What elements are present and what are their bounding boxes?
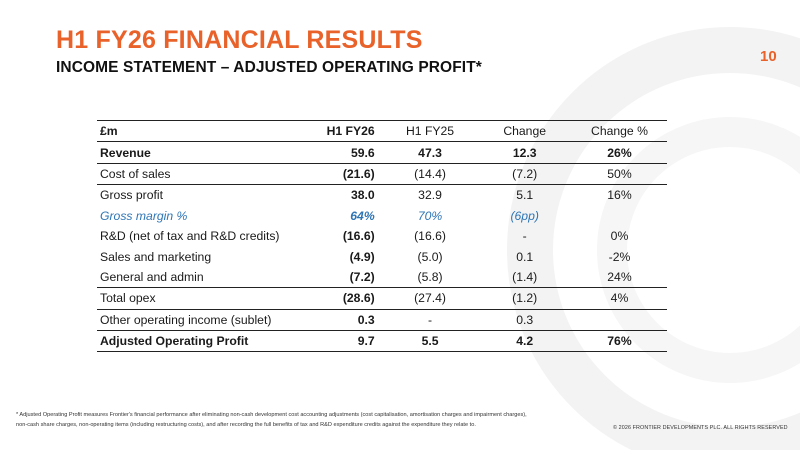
cell-change-pct: 26% bbox=[571, 141, 667, 164]
cell-h1-fy25: (14.4) bbox=[382, 163, 478, 186]
cell-h1-fy26: (28.6) bbox=[312, 287, 383, 310]
cell-change: - bbox=[522, 229, 527, 244]
row-label: Total opex bbox=[97, 287, 313, 310]
cell-change-pct: 24% bbox=[571, 266, 667, 289]
table-row-adjusted-operating-profit: Adjusted Operating Profit 9.7 5.5 4.2 76… bbox=[97, 330, 667, 353]
col-header-h1-fy25: H1 FY25 bbox=[382, 119, 478, 143]
cell-change: 5.1 bbox=[516, 188, 534, 203]
row-label: Cost of sales bbox=[97, 163, 313, 186]
cell-change: (6pp) bbox=[510, 208, 539, 223]
col-header-h1-fy26: H1 FY26 bbox=[312, 119, 383, 143]
table-row-gross-profit: Gross profit 38.0 32.9 5.1 16% bbox=[97, 185, 667, 206]
cell-h1-fy25: 47.3 bbox=[382, 141, 478, 164]
cell-h1-fy26: (16.6) bbox=[342, 229, 375, 244]
cell-h1-fy26: 38.0 bbox=[350, 188, 375, 203]
row-label: Revenue bbox=[97, 141, 313, 164]
cell-h1-fy26: (7.2) bbox=[312, 266, 383, 289]
row-label: Gross margin % bbox=[100, 208, 188, 223]
slide-title: H1 FY26 FINANCIAL RESULTS bbox=[56, 26, 423, 54]
table-row-revenue: Revenue 59.6 47.3 12.3 26% bbox=[97, 141, 667, 164]
cell-change: (1.2) bbox=[477, 287, 572, 310]
cell-change: 0.1 bbox=[516, 249, 534, 264]
cell-change-pct: 76% bbox=[571, 330, 667, 353]
col-header-change: Change bbox=[477, 119, 572, 143]
cell-change-pct: 50% bbox=[571, 163, 667, 186]
table-row-gross-margin: Gross margin % 64% 70% (6pp) bbox=[97, 206, 667, 226]
table-header-row: £m H1 FY26 H1 FY25 Change Change % bbox=[97, 119, 667, 143]
cell-change: (1.4) bbox=[477, 266, 572, 289]
cell-change-pct: 0% bbox=[610, 229, 629, 244]
cell-change: 0.3 bbox=[477, 309, 572, 331]
cell-h1-fy25: 5.5 bbox=[382, 330, 478, 353]
cell-h1-fy25: 70% bbox=[417, 208, 443, 223]
cell-h1-fy25: - bbox=[382, 309, 478, 331]
cell-h1-fy26: 59.6 bbox=[312, 141, 383, 164]
row-label: Other operating income (sublet) bbox=[97, 309, 313, 331]
cell-h1-fy26: 0.3 bbox=[312, 309, 383, 331]
row-label: General and admin bbox=[97, 266, 313, 289]
cell-change-pct: -2% bbox=[608, 249, 631, 264]
row-label: R&D (net of tax and R&D credits) bbox=[100, 229, 280, 244]
slide-subtitle: INCOME STATEMENT – ADJUSTED OPERATING PR… bbox=[56, 59, 482, 76]
row-label: Gross profit bbox=[100, 188, 163, 203]
cell-h1-fy25: (5.0) bbox=[417, 249, 443, 264]
cell-change: 4.2 bbox=[477, 330, 572, 353]
cell-h1-fy26: (21.6) bbox=[312, 163, 383, 186]
col-header-change-pct: Change % bbox=[571, 119, 667, 143]
cell-change-pct bbox=[572, 206, 667, 226]
cell-h1-fy26: (4.9) bbox=[349, 249, 375, 264]
page-number: 10 bbox=[760, 48, 777, 65]
table-row-cost-of-sales: Cost of sales (21.6) (14.4) (7.2) 50% bbox=[97, 163, 667, 186]
cell-h1-fy26: 9.7 bbox=[312, 330, 383, 353]
cell-change: 12.3 bbox=[477, 141, 572, 164]
table-row-total-opex: Total opex (28.6) (27.4) (1.2) 4% bbox=[97, 287, 667, 310]
cell-change: (7.2) bbox=[477, 163, 572, 186]
table-row-other-operating-income: Other operating income (sublet) 0.3 - 0.… bbox=[97, 309, 667, 331]
cell-change-pct: 16% bbox=[607, 188, 632, 203]
cell-change-pct: 4% bbox=[571, 287, 667, 310]
footnote: * Adjusted Operating Profit measures Fro… bbox=[16, 412, 527, 428]
col-header-unit: £m bbox=[97, 119, 313, 143]
cell-h1-fy25: (27.4) bbox=[382, 287, 478, 310]
cell-h1-fy25: 32.9 bbox=[418, 188, 442, 203]
table-row-general-and-admin: General and admin (7.2) (5.8) (1.4) 24% bbox=[97, 266, 667, 289]
table-row-r-and-d: R&D (net of tax and R&D credits) (16.6) … bbox=[97, 226, 667, 246]
table-row-sales-and-marketing: Sales and marketing (4.9) (5.0) 0.1 -2% bbox=[97, 246, 667, 266]
cell-h1-fy26: 64% bbox=[350, 208, 375, 223]
copyright-notice: © 2026 FRONTIER DEVELOPMENTS PLC. ALL RI… bbox=[613, 425, 788, 431]
cell-change-pct bbox=[571, 309, 667, 331]
row-label: Adjusted Operating Profit bbox=[97, 330, 313, 353]
row-label: Sales and marketing bbox=[100, 249, 212, 264]
income-statement-table: £m H1 FY26 H1 FY25 Change Change % Reven… bbox=[97, 119, 667, 353]
cell-h1-fy25: (5.8) bbox=[382, 266, 478, 289]
cell-h1-fy25: (16.6) bbox=[414, 229, 446, 244]
